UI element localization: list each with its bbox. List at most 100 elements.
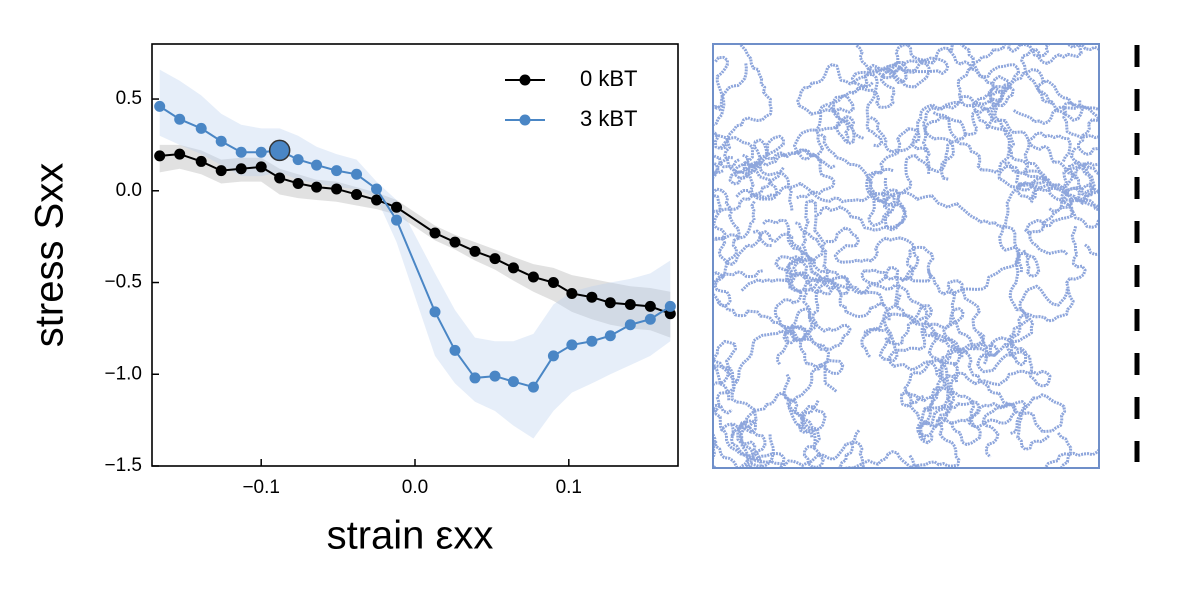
network-strand (921, 44, 1011, 153)
data-point (331, 165, 343, 177)
network-strand (813, 177, 908, 244)
network-strand (730, 424, 865, 468)
data-point (371, 194, 383, 206)
data-point (527, 271, 539, 283)
data-point (174, 113, 186, 125)
data-point (624, 299, 636, 311)
data-point (547, 350, 559, 362)
network-strand (798, 278, 885, 394)
network-strand (853, 363, 961, 468)
data-point (507, 262, 519, 274)
network-strand (773, 271, 891, 366)
data-point (351, 168, 363, 180)
network-strand (736, 391, 814, 468)
data-point (429, 306, 441, 318)
data-point (311, 181, 323, 193)
network-strand (939, 347, 1067, 435)
legend-label: 0 kBT (580, 66, 637, 91)
data-point (547, 277, 559, 289)
network-strand (762, 218, 837, 296)
network-strand (850, 44, 931, 89)
legend-marker (519, 74, 531, 86)
network-strand (903, 358, 982, 446)
data-point (311, 159, 323, 171)
data-point (391, 214, 403, 226)
network-strand (1008, 225, 1087, 323)
data-point (429, 227, 441, 239)
series-layer (154, 69, 676, 439)
data-point (292, 177, 304, 189)
network-strand (1043, 432, 1099, 468)
network-strand (1062, 100, 1099, 198)
network-strand (786, 226, 920, 290)
highlighted-point (268, 139, 291, 162)
data-point (154, 100, 166, 112)
data-point (351, 188, 363, 200)
network-strand (734, 133, 896, 207)
data-point (527, 381, 539, 393)
network-strand (967, 400, 1050, 459)
data-point (469, 372, 481, 384)
network-strand (713, 433, 775, 468)
network-strand (713, 339, 737, 415)
network-strand (713, 155, 764, 308)
y-axis-label: stress Sxx (28, 163, 72, 347)
data-point (644, 313, 656, 325)
data-point (215, 165, 227, 177)
network-strand (782, 373, 827, 468)
network-strand (714, 328, 796, 468)
network-strand (789, 220, 852, 351)
data-point (255, 146, 267, 158)
data-point (235, 146, 247, 158)
y-tick-label: −1.5 (104, 455, 142, 476)
network-strand (793, 103, 864, 161)
data-point (566, 339, 578, 351)
y-tick-label: 0.5 (116, 88, 142, 109)
x-tick-label: −0.1 (242, 477, 280, 498)
network-strand (997, 164, 1081, 202)
network-strand (713, 364, 767, 458)
data-point (391, 201, 403, 213)
y-tick-label: −0.5 (104, 272, 142, 293)
network-strand (717, 299, 830, 430)
network-strand (1012, 79, 1099, 125)
data-point (604, 330, 616, 342)
network-strand (929, 279, 1000, 366)
network-strand (1067, 44, 1099, 52)
network-strand (740, 256, 929, 324)
data-point (586, 335, 598, 347)
legend-marker (519, 114, 531, 126)
network-strand (713, 166, 785, 213)
data-point (195, 122, 207, 134)
network-strand (1080, 189, 1099, 206)
data-point (255, 161, 267, 173)
network-strand (713, 63, 748, 169)
network-frame (712, 43, 1100, 469)
data-point (469, 245, 481, 257)
legend-label: 3 kBT (580, 106, 637, 131)
network-strand (899, 307, 965, 408)
network-strand (860, 312, 986, 364)
network-strand (1024, 164, 1099, 235)
network-strand (956, 44, 1078, 180)
data-point (604, 297, 616, 309)
network-strand (831, 56, 950, 121)
network-strand (713, 161, 763, 266)
plot-area (154, 69, 676, 439)
data-point (195, 155, 207, 167)
data-point (331, 183, 343, 195)
x-tick-label: 0.1 (556, 477, 582, 498)
network-strand (718, 136, 794, 211)
data-point (449, 344, 461, 356)
network-strand (860, 245, 935, 337)
x-axis-label: strain εxx (327, 514, 494, 558)
network-strand (713, 236, 724, 241)
network-strand (758, 199, 851, 296)
network-strand (911, 101, 967, 174)
data-point (489, 370, 501, 382)
uncertainty-band (159, 69, 671, 439)
network-strand (865, 116, 931, 204)
data-point (624, 319, 636, 331)
network-strand (965, 85, 1074, 213)
uncertainty-band (159, 144, 671, 338)
